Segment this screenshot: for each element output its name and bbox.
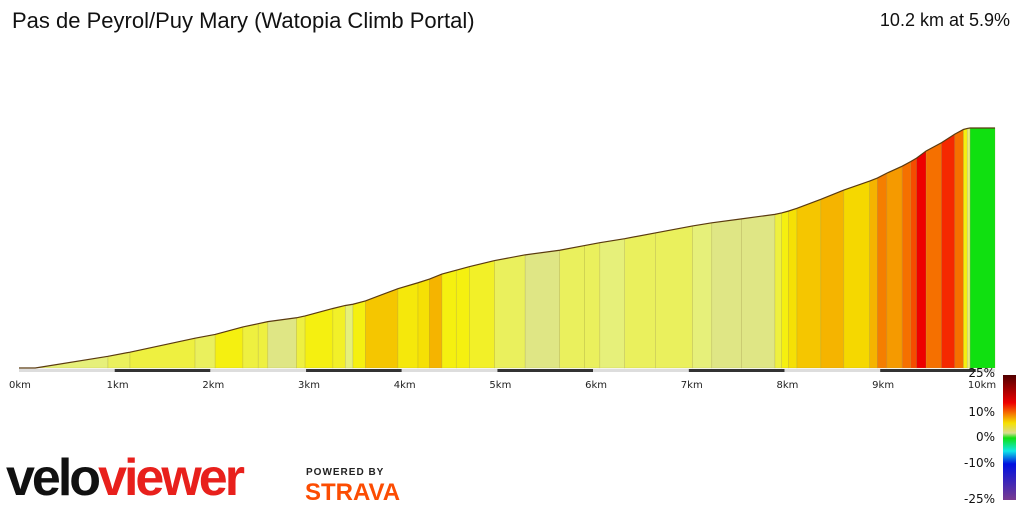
- elevation-profile-chart: 0km 1km 2km 3km 4km 5km 6km 7km 8km 9km 10km: [9, 127, 996, 391]
- powered-by-label: POWERED BY: [306, 467, 385, 478]
- profile-segment: [584, 242, 601, 369]
- gradient-legend-bar: [1003, 375, 1016, 500]
- distance-bar-segment: [880, 369, 976, 372]
- profile-segment: [242, 323, 259, 369]
- x-tick-label: 7km: [681, 380, 703, 391]
- distance-bar-segment: [210, 369, 307, 372]
- x-tick-label: 6km: [585, 380, 607, 391]
- distance-bar-segment: [497, 369, 594, 372]
- profile-segment: [916, 150, 927, 369]
- x-tick-label: 2km: [202, 380, 224, 391]
- x-tick-label: 4km: [394, 380, 416, 391]
- profile-segment: [194, 334, 216, 369]
- profile-segment: [352, 300, 366, 369]
- profile-segment: [877, 172, 888, 369]
- profile-segment: [655, 225, 693, 369]
- x-tick-label: 5km: [489, 380, 511, 391]
- x-tick-label: 1km: [107, 380, 129, 391]
- profile-segment: [711, 218, 742, 369]
- distance-bar-segment: [306, 369, 402, 372]
- profile-outline: [19, 127, 995, 369]
- profile-segment: [910, 157, 917, 369]
- profile-segment: [332, 305, 346, 369]
- distance-bar-segment: [401, 369, 498, 372]
- legend-tick-label: 0%: [975, 430, 995, 444]
- profile-segment: [344, 303, 354, 369]
- profile-segment: [397, 282, 419, 369]
- distance-bar-segment: [688, 369, 785, 372]
- profile-segment: [304, 308, 334, 369]
- profile-segment: [257, 321, 269, 369]
- profile-segment: [741, 214, 776, 369]
- profile-segment: [966, 127, 971, 369]
- distance-bar-segment: [784, 369, 881, 372]
- legend-tick-label: -25%: [963, 492, 995, 506]
- profile-segment: [886, 165, 903, 369]
- profile-segment: [469, 260, 495, 369]
- x-tick-label: 0km: [9, 380, 31, 391]
- profile-segment: [796, 198, 822, 369]
- distance-bar: [19, 369, 995, 372]
- distance-bar-segment: [593, 369, 689, 372]
- profile-segment: [788, 207, 798, 369]
- profile-segment: [559, 245, 585, 369]
- x-axis-ticks: 0km 1km 2km 3km 4km 5km 6km 7km 8km 9km 10km: [9, 380, 996, 391]
- legend-tick-label: -10%: [963, 456, 995, 470]
- x-tick-label: 10km: [968, 380, 996, 391]
- climb-summary: 10.2 km at 5.9%: [879, 10, 1010, 30]
- profile-segment: [692, 222, 713, 369]
- distance-bar-segment: [975, 369, 995, 372]
- profile-segment: [267, 317, 297, 369]
- profile-segment: [869, 177, 878, 369]
- veloviewer-logo: veloviewer: [6, 449, 245, 507]
- profile-segment: [901, 161, 912, 369]
- profile-segment: [624, 232, 656, 369]
- profile-segment: [954, 128, 964, 369]
- profile-segment: [524, 249, 560, 369]
- profile-segment: [429, 273, 443, 369]
- profile-segment: [599, 238, 625, 369]
- profile-segment: [843, 180, 870, 369]
- profile-segment: [941, 133, 956, 369]
- legend-tick-label: 25%: [968, 366, 995, 380]
- x-tick-label: 8km: [776, 380, 798, 391]
- profile-segment: [455, 266, 470, 369]
- distance-bar-segment: [114, 369, 211, 372]
- profile-segment: [296, 315, 306, 369]
- x-tick-label: 3km: [298, 380, 320, 391]
- x-tick-label: 9km: [872, 380, 894, 391]
- profile-segment: [963, 128, 968, 369]
- profile-segment: [494, 254, 526, 369]
- strava-logo: STRAVA: [305, 479, 401, 506]
- distance-bar-segment: [19, 369, 115, 372]
- profile-segments: [19, 127, 996, 369]
- legend-tick-label: 10%: [968, 405, 995, 419]
- profile-segment: [441, 269, 457, 369]
- profile-segment: [820, 189, 845, 369]
- profile-segment: [365, 288, 399, 369]
- profile-segment: [129, 337, 196, 369]
- profile-segment: [925, 142, 942, 369]
- profile-segment: [781, 210, 789, 369]
- profile-segment: [417, 278, 430, 369]
- profile-segment: [969, 127, 996, 369]
- page-title: Pas de Peyrol/Puy Mary (Watopia Climb Po…: [12, 8, 475, 33]
- profile-segment: [774, 212, 782, 369]
